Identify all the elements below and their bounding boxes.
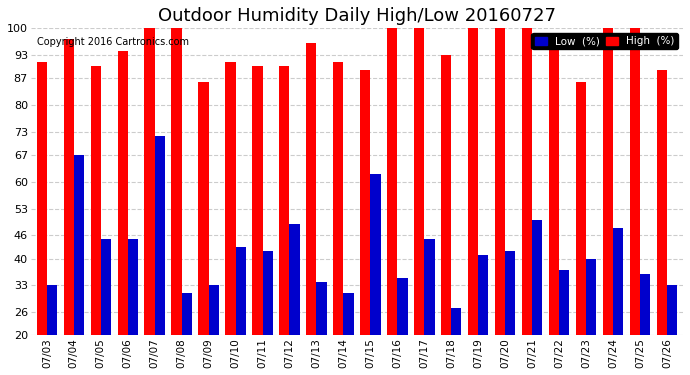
Bar — [90, 66, 101, 335]
Bar — [101, 239, 111, 335]
Bar — [478, 255, 489, 335]
Bar — [306, 43, 317, 335]
Bar — [522, 28, 532, 335]
Bar — [586, 258, 596, 335]
Bar — [505, 251, 515, 335]
Bar — [603, 28, 613, 335]
Bar — [630, 28, 640, 335]
Bar — [37, 63, 47, 335]
Bar — [199, 82, 208, 335]
Bar — [262, 251, 273, 335]
Bar — [613, 228, 623, 335]
Bar — [495, 28, 505, 335]
Bar — [333, 63, 344, 335]
Bar — [387, 28, 397, 335]
Bar — [290, 224, 299, 335]
Bar — [559, 270, 569, 335]
Bar — [128, 239, 138, 335]
Bar — [424, 239, 435, 335]
Bar — [360, 70, 371, 335]
Bar — [155, 135, 165, 335]
Bar — [74, 155, 84, 335]
Bar — [171, 28, 181, 335]
Bar — [371, 174, 381, 335]
Title: Outdoor Humidity Daily High/Low 20160727: Outdoor Humidity Daily High/Low 20160727 — [158, 7, 556, 25]
Bar — [235, 247, 246, 335]
Bar — [344, 293, 354, 335]
Bar — [667, 285, 677, 335]
Bar — [575, 82, 586, 335]
Bar — [414, 28, 424, 335]
Bar — [451, 309, 462, 335]
Bar — [144, 28, 155, 335]
Bar — [253, 66, 262, 335]
Bar — [532, 220, 542, 335]
Bar — [468, 28, 478, 335]
Bar — [117, 51, 128, 335]
Legend: Low  (%), High  (%): Low (%), High (%) — [531, 33, 678, 50]
Bar — [317, 282, 326, 335]
Bar — [47, 285, 57, 335]
Bar — [397, 278, 408, 335]
Bar — [441, 55, 451, 335]
Bar — [208, 285, 219, 335]
Bar — [657, 70, 667, 335]
Bar — [181, 293, 192, 335]
Bar — [640, 274, 650, 335]
Bar — [63, 39, 74, 335]
Bar — [279, 66, 290, 335]
Bar — [226, 63, 235, 335]
Text: Copyright 2016 Cartronics.com: Copyright 2016 Cartronics.com — [37, 37, 189, 47]
Bar — [549, 39, 559, 335]
